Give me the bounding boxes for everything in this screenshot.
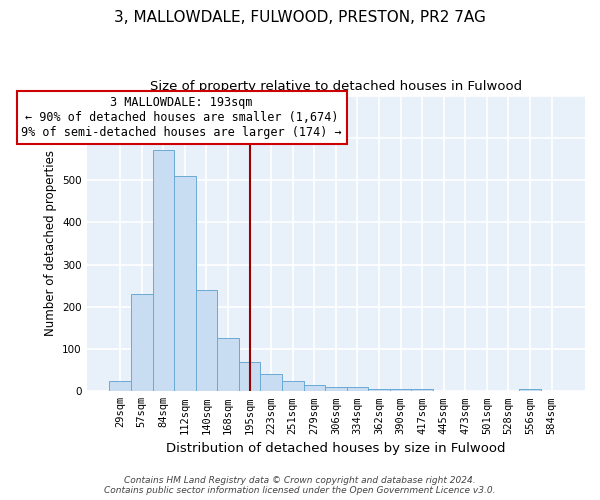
Title: Size of property relative to detached houses in Fulwood: Size of property relative to detached ho…: [150, 80, 522, 93]
Y-axis label: Number of detached properties: Number of detached properties: [44, 150, 56, 336]
Bar: [131, 294, 152, 392]
Bar: [152, 150, 174, 392]
X-axis label: Distribution of detached houses by size in Fulwood: Distribution of detached houses by size …: [166, 442, 506, 455]
Text: 3, MALLOWDALE, FULWOOD, PRESTON, PR2 7AG: 3, MALLOWDALE, FULWOOD, PRESTON, PR2 7AG: [114, 10, 486, 25]
Bar: [282, 380, 304, 392]
Bar: [412, 389, 433, 392]
Text: 3 MALLOWDALE: 193sqm
← 90% of detached houses are smaller (1,674)
9% of semi-det: 3 MALLOWDALE: 193sqm ← 90% of detached h…: [22, 96, 342, 139]
Bar: [260, 374, 282, 392]
Bar: [304, 385, 325, 392]
Bar: [217, 338, 239, 392]
Bar: [368, 389, 390, 392]
Bar: [109, 380, 131, 392]
Bar: [390, 389, 412, 392]
Text: Contains HM Land Registry data © Crown copyright and database right 2024.
Contai: Contains HM Land Registry data © Crown c…: [104, 476, 496, 495]
Bar: [325, 387, 347, 392]
Bar: [347, 387, 368, 392]
Bar: [519, 389, 541, 392]
Bar: [174, 176, 196, 392]
Bar: [239, 362, 260, 392]
Bar: [196, 290, 217, 392]
